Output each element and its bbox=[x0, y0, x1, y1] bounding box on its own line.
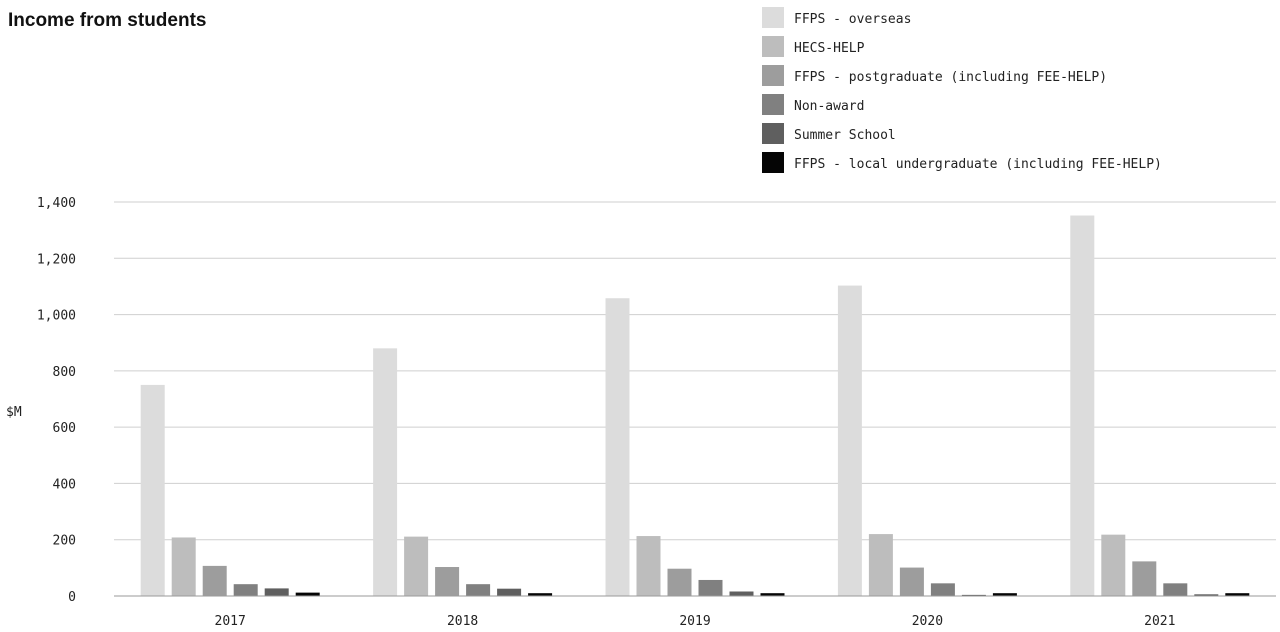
y-tick-label: 400 bbox=[53, 477, 76, 492]
legend-swatch bbox=[762, 123, 784, 144]
legend-label: FFPS - postgraduate (including FEE-HELP) bbox=[794, 70, 1107, 85]
y-tick-label: 1,200 bbox=[37, 252, 76, 267]
bar bbox=[1101, 534, 1126, 596]
bar bbox=[1132, 561, 1157, 596]
bar bbox=[868, 534, 893, 596]
bar bbox=[140, 384, 165, 596]
y-tick-label: 0 bbox=[68, 590, 76, 605]
bar bbox=[760, 593, 785, 596]
legend-label: Summer School bbox=[794, 128, 896, 143]
x-tick-label: 2021 bbox=[1144, 614, 1175, 629]
bar bbox=[698, 579, 723, 596]
bar bbox=[605, 298, 630, 596]
bar bbox=[171, 537, 196, 596]
bar bbox=[636, 536, 661, 596]
y-tick-label: 200 bbox=[53, 534, 76, 549]
bar bbox=[233, 584, 258, 596]
legend-label: FFPS - local undergraduate (including FE… bbox=[794, 157, 1162, 172]
x-axis-tick-labels: 2017 2018 2019 2020 2021 bbox=[215, 614, 1176, 629]
legend: FFPS - overseas HECS-HELP FFPS - postgradu… bbox=[762, 7, 1162, 173]
bar bbox=[295, 592, 320, 596]
legend-swatch bbox=[762, 94, 784, 115]
y-axis-tick-labels: 0 200 400 600 800 1,000 1,200 1,400 bbox=[37, 196, 76, 605]
bar bbox=[202, 565, 227, 596]
x-tick-label: 2019 bbox=[679, 614, 710, 629]
chart-title: Income from students bbox=[8, 10, 206, 31]
bar bbox=[961, 594, 986, 596]
y-tick-label: 800 bbox=[53, 365, 76, 380]
x-tick-label: 2018 bbox=[447, 614, 478, 629]
legend-swatch bbox=[762, 152, 784, 173]
bar bbox=[1225, 593, 1250, 596]
y-tick-label: 600 bbox=[53, 421, 76, 436]
bar bbox=[404, 536, 429, 596]
x-tick-label: 2017 bbox=[215, 614, 246, 629]
legend-label: Non-award bbox=[794, 99, 864, 114]
bar bbox=[1070, 215, 1095, 596]
legend-label: FFPS - overseas bbox=[794, 12, 911, 27]
y-tick-label: 1,400 bbox=[37, 196, 76, 211]
bar bbox=[667, 568, 692, 596]
bar bbox=[930, 583, 955, 596]
legend-swatch bbox=[762, 36, 784, 57]
y-axis-label: $M bbox=[6, 405, 22, 420]
gridlines bbox=[114, 201, 1276, 541]
bar bbox=[1163, 583, 1188, 596]
bar bbox=[837, 285, 862, 596]
bar bbox=[435, 567, 460, 596]
bar bbox=[373, 348, 398, 596]
legend-swatch bbox=[762, 7, 784, 28]
bar bbox=[497, 588, 522, 596]
bar bbox=[264, 588, 289, 596]
bar bbox=[528, 593, 553, 596]
legend-label: HECS-HELP bbox=[794, 41, 865, 56]
bar bbox=[1194, 594, 1219, 596]
bar bbox=[992, 593, 1017, 596]
bar bbox=[899, 567, 924, 596]
legend-swatch bbox=[762, 65, 784, 86]
y-tick-label: 1,000 bbox=[37, 309, 76, 324]
bar bbox=[729, 591, 754, 596]
x-tick-label: 2020 bbox=[912, 614, 943, 629]
bar bbox=[466, 584, 491, 596]
bars bbox=[140, 215, 1250, 596]
